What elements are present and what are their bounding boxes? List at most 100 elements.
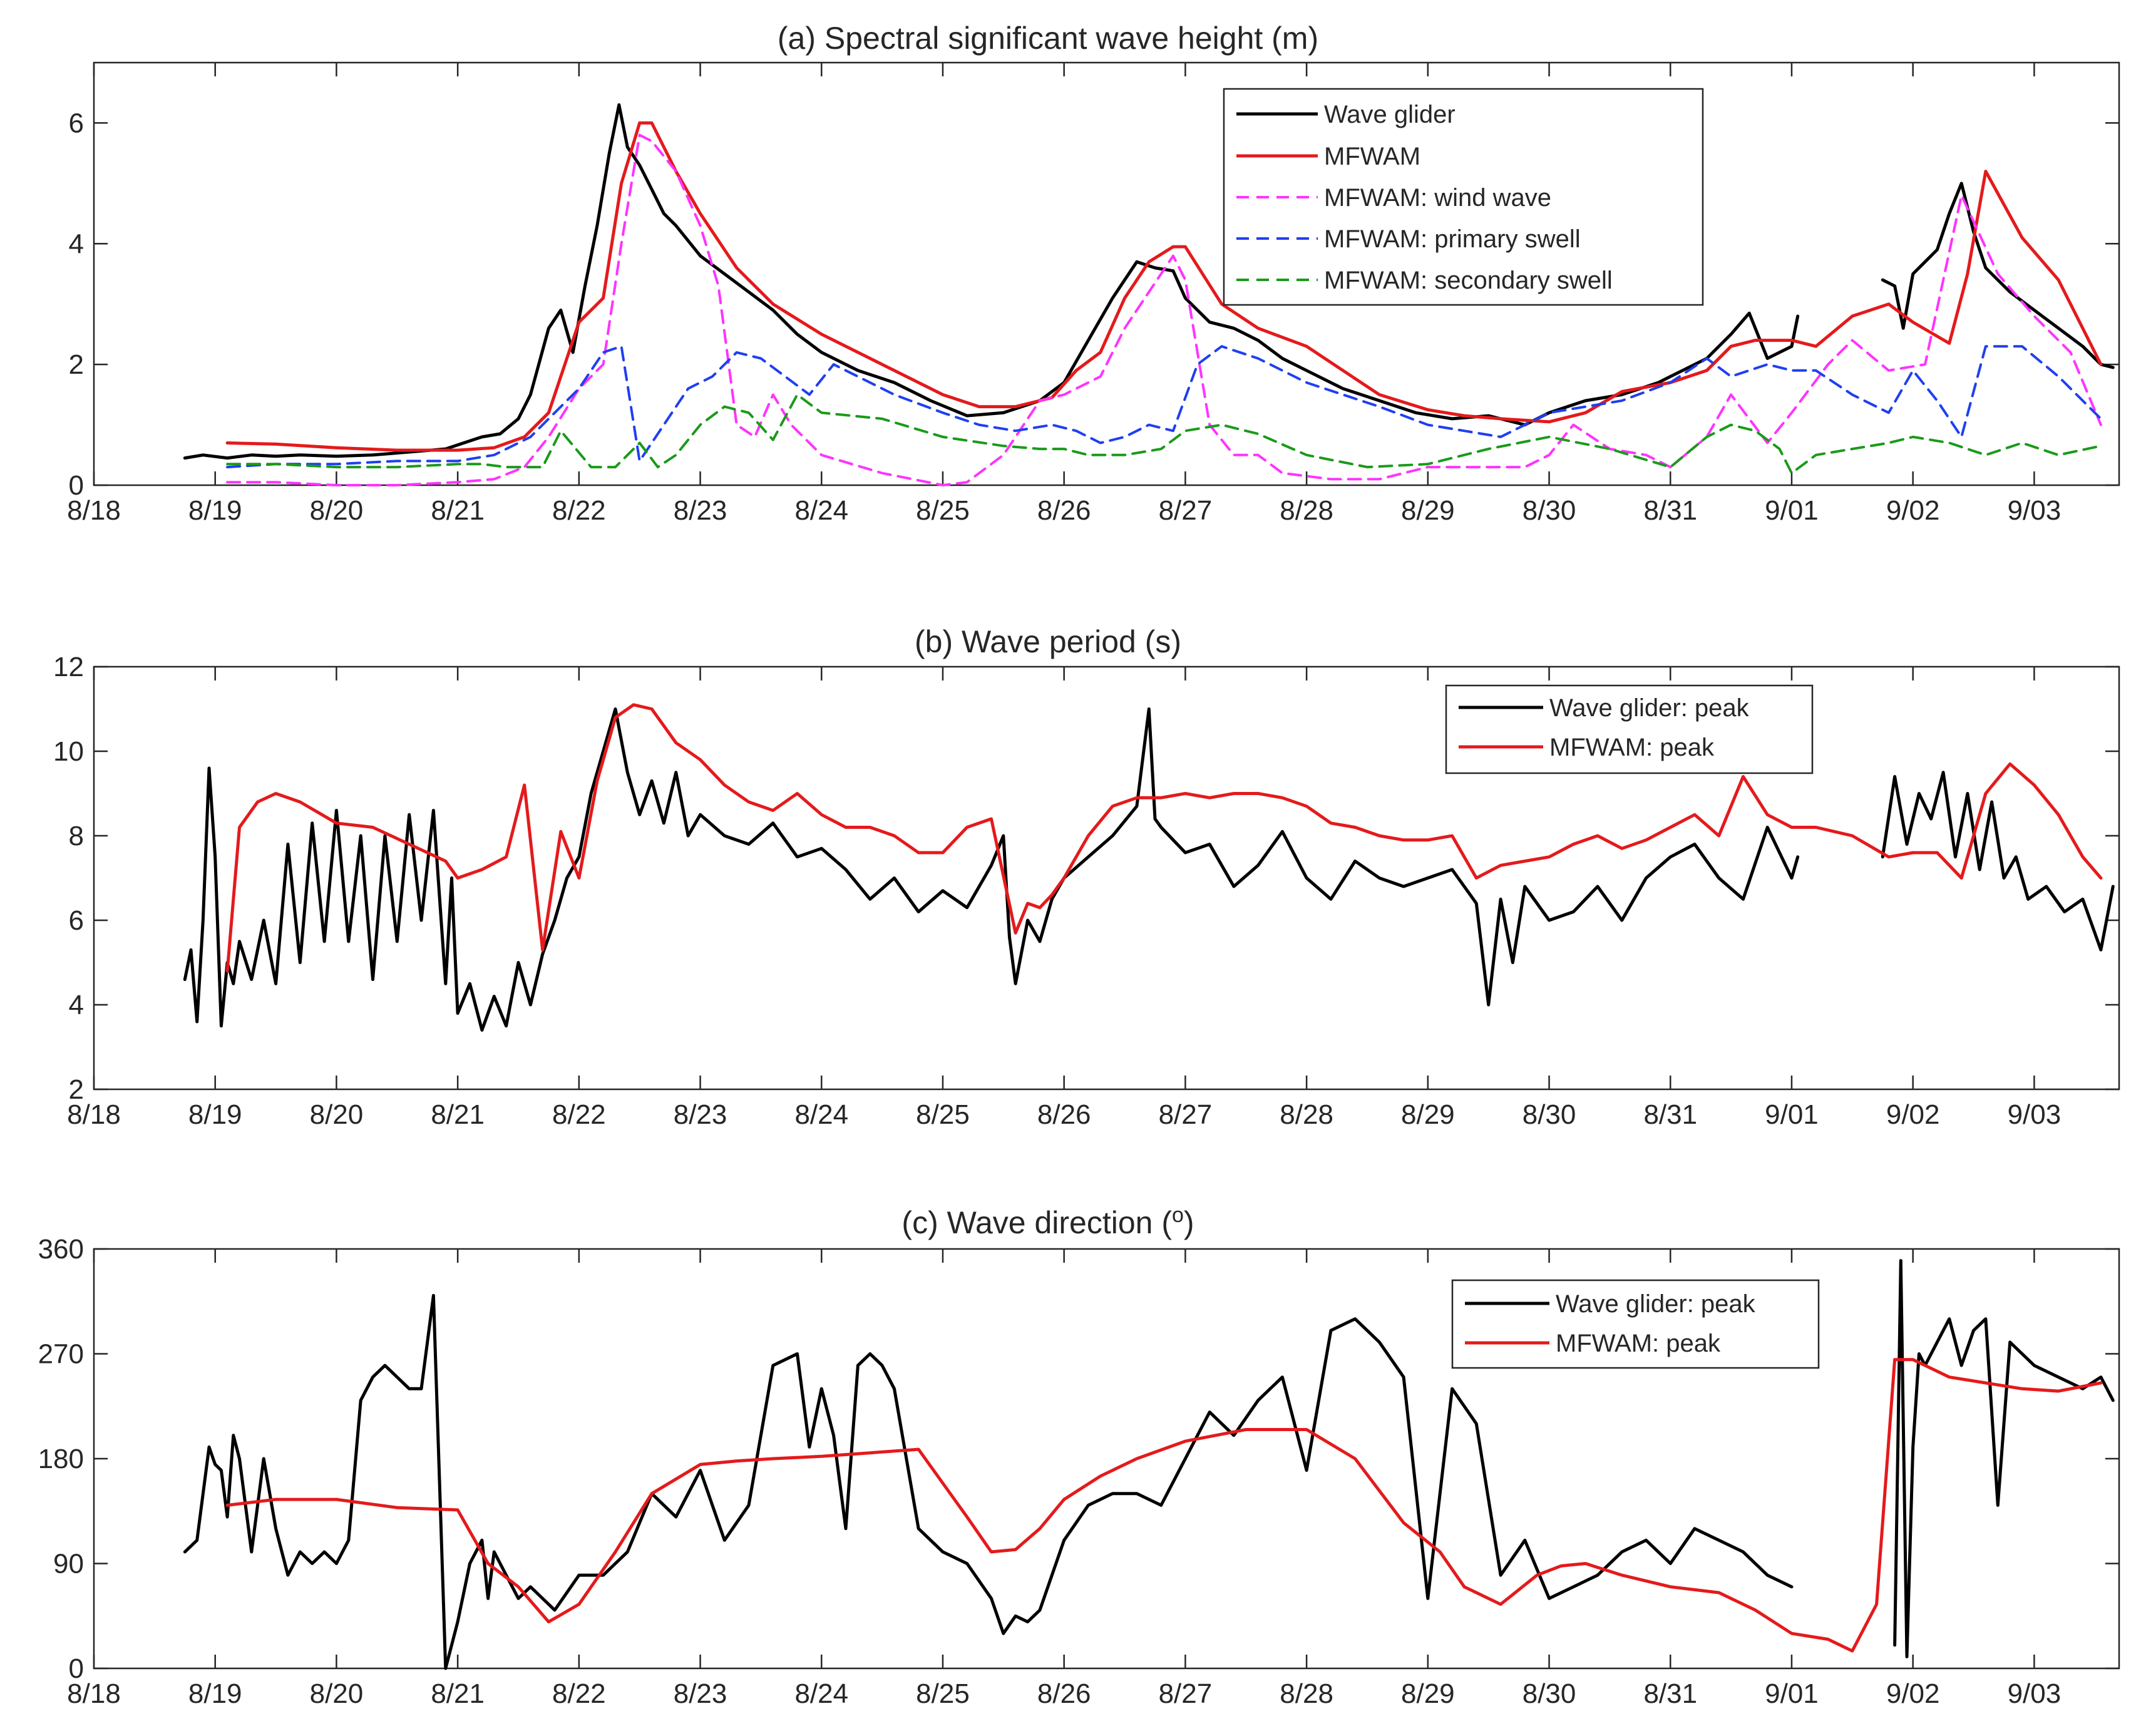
x-tick-label: 8/27 [1159, 1099, 1213, 1130]
x-tick-label: 8/27 [1159, 1678, 1213, 1709]
panel-b-title: (b) Wave period (s) [915, 624, 1181, 659]
x-tick-label: 9/01 [1765, 1099, 1819, 1130]
y-tick-label: 6 [69, 108, 84, 138]
y-tick-label: 6 [69, 905, 84, 936]
legend-label-secondary-swell: MFWAM: secondary swell [1324, 267, 1613, 294]
x-tick-label: 8/18 [67, 1099, 121, 1130]
axes-box [93, 61, 2120, 486]
series-line-mfwam-wind-wave [226, 133, 2102, 486]
series-line-mfwam-primary-swell [226, 345, 2102, 469]
x-tick-label: 9/02 [1886, 1099, 1940, 1130]
y-tick-label: 270 [38, 1339, 84, 1370]
panel-a-legend: Wave glider MFWAM MFWAM: wind wave MFWAM… [1223, 88, 1704, 306]
x-tick-label: 8/24 [794, 1678, 848, 1709]
y-tick-label: 360 [38, 1234, 84, 1265]
x-tick-label: 8/22 [552, 1099, 606, 1130]
series-line-wave-glider-peak [183, 707, 1800, 1032]
x-tick-label: 8/25 [916, 1099, 970, 1130]
x-tick-label: 8/25 [916, 1678, 970, 1709]
series-line-mfwam-secondary-swell [226, 393, 2102, 475]
panel-a-wave-height: (a) Spectral significant wave height (m)… [67, 21, 2120, 526]
x-tick-label: 8/31 [1643, 1678, 1697, 1709]
panel-c-plot-area: 0 90 180 270 360 8/18 8/19 8/20 8/21 8/22 8/23 8/24… [38, 1234, 2120, 1709]
x-tick-label: 8/26 [1037, 1678, 1091, 1709]
x-tick-label: 8/24 [794, 495, 848, 526]
x-tick-label: 8/23 [674, 1678, 727, 1709]
x-tick-label: 8/31 [1643, 495, 1697, 526]
x-tick-label: 8/24 [794, 1099, 848, 1130]
panel-c-legend-box [1451, 1279, 1820, 1369]
x-tick-label: 8/29 [1401, 1678, 1455, 1709]
legend-label-glider-peak: Wave glider: peak [1549, 694, 1750, 722]
x-tick-label: 9/03 [2008, 1099, 2062, 1130]
x-tick-label: 8/29 [1401, 1099, 1455, 1130]
x-tick-label: 8/27 [1159, 495, 1213, 526]
panel-c-title: (c) Wave direction (o) [901, 1203, 1194, 1240]
x-tick-label: 8/22 [552, 1678, 606, 1709]
x-tick-label: 8/20 [310, 495, 364, 526]
y-tick-label: 180 [38, 1444, 84, 1474]
panel-b-wave-period: (b) Wave period (s) 2 4 6 8 10 12 8/18 8/19 8/20… [53, 624, 2120, 1130]
series-line-mfwam-peak [225, 1358, 2103, 1653]
legend-label-primary-swell: MFWAM: primary swell [1324, 225, 1581, 253]
x-tick-label: 8/28 [1280, 1099, 1333, 1130]
y-tick-label: 4 [69, 990, 84, 1020]
x-tick-label: 8/23 [674, 1099, 727, 1130]
x-tick-label: 9/01 [1765, 495, 1819, 526]
legend-label-wind-wave: MFWAM: wind wave [1324, 184, 1551, 212]
panel-a-title: (a) Spectral significant wave height (m) [778, 21, 1318, 56]
legend-label-mfwam-peak: MFWAM: peak [1549, 734, 1715, 761]
series-line-wave-glider-peak [1893, 1259, 2115, 1658]
series-line-mfwam [225, 121, 2103, 452]
series-line-wave-glider-peak [183, 1293, 1794, 1670]
x-tick-label: 8/26 [1037, 1099, 1091, 1130]
y-tick-label: 12 [53, 652, 84, 682]
x-tick-label: 8/23 [674, 495, 727, 526]
x-tick-label: 9/02 [1886, 495, 1940, 526]
legend-label-mfwam: MFWAM [1324, 143, 1420, 170]
series-line-mfwam-peak [225, 703, 2103, 973]
x-tick-label: 8/19 [188, 1678, 242, 1709]
panel-b-plot-area: 2 4 6 8 10 12 8/18 8/19 8/20 8/21 8/22 8/23 8/24 8/25… [53, 652, 2120, 1130]
panel-b-legend-box [1445, 684, 1814, 774]
panel-b-legend: Wave glider: peak MFWAM: peak [1445, 684, 1814, 774]
axes-box [93, 665, 2120, 1091]
y-tick-label: 8 [69, 821, 84, 851]
series-line-wave-glider [183, 103, 1800, 460]
x-tick-label: 9/02 [1886, 1678, 1940, 1709]
y-tick-label: 10 [53, 736, 84, 767]
y-tick-label: 2 [69, 1074, 84, 1105]
x-tick-label: 8/19 [188, 495, 242, 526]
x-tick-label: 8/18 [67, 1678, 121, 1709]
legend-label-glider-peak-dir: Wave glider: peak [1556, 1290, 1756, 1318]
series-line-wave-glider-peak [1881, 771, 2115, 952]
x-tick-label: 8/28 [1280, 1678, 1333, 1709]
y-tick-label: 2 [69, 349, 84, 380]
x-tick-label: 9/03 [2008, 1678, 2062, 1709]
x-tick-label: 9/03 [2008, 495, 2062, 526]
y-tick-label: 0 [69, 470, 84, 501]
x-tick-label: 8/30 [1522, 1099, 1576, 1130]
y-tick-label: 90 [53, 1549, 84, 1579]
x-tick-label: 8/29 [1401, 495, 1455, 526]
x-tick-label: 8/28 [1280, 495, 1333, 526]
x-tick-label: 8/21 [431, 1678, 485, 1709]
x-tick-label: 8/25 [916, 495, 970, 526]
panel-c-title-close: ) [1184, 1205, 1194, 1240]
panel-c-legend: Wave glider: peak MFWAM: peak [1451, 1279, 1820, 1369]
y-tick-label: 4 [69, 229, 84, 259]
legend-label-wave-glider: Wave glider [1324, 101, 1456, 128]
y-tick-label: 0 [69, 1653, 84, 1684]
x-tick-label: 8/20 [310, 1678, 364, 1709]
legend-label-mfwam-peak-dir: MFWAM: peak [1556, 1330, 1721, 1357]
x-tick-label: 8/31 [1643, 1099, 1697, 1130]
x-tick-label: 8/22 [552, 495, 606, 526]
panel-c-title-main: (c) Wave direction ( [901, 1205, 1172, 1240]
x-tick-label: 8/21 [431, 1099, 485, 1130]
panel-c-title-degree: o [1172, 1203, 1184, 1227]
panel-c-wave-direction: (c) Wave direction (o) 0 90 180 270 360 8/18 8… [38, 1203, 2120, 1709]
x-tick-label: 9/01 [1765, 1678, 1819, 1709]
x-tick-label: 8/20 [310, 1099, 364, 1130]
x-tick-label: 8/18 [67, 495, 121, 526]
